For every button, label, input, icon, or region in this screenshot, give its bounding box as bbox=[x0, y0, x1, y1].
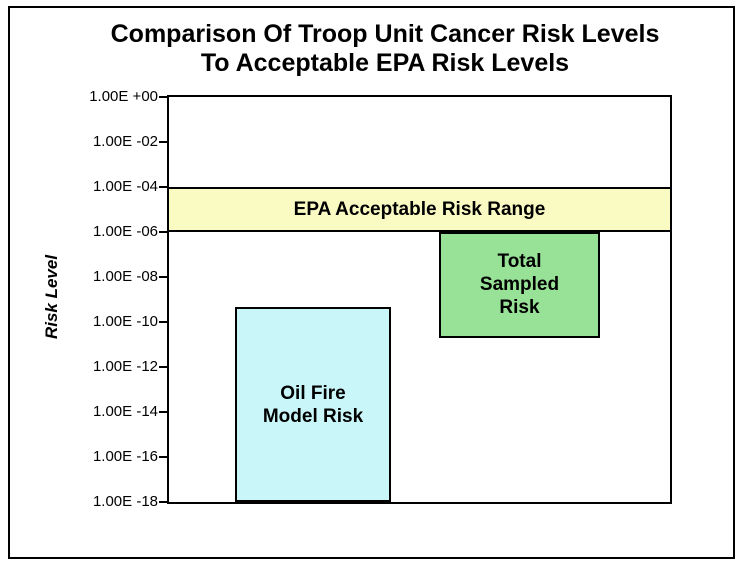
chart-title-line-1: Comparison Of Troop Unit Cancer Risk Lev… bbox=[110, 20, 660, 48]
y-tick-label: 1.00E -18 bbox=[92, 493, 158, 510]
bar-label-line: Total bbox=[497, 251, 542, 273]
y-tick-label: 1.00E -10 bbox=[92, 313, 158, 330]
chart-title: Comparison Of Troop Unit Cancer Risk Lev… bbox=[30, 20, 740, 78]
y-tick-mark bbox=[159, 366, 168, 368]
y-tick-label: 1.00E +00 bbox=[89, 88, 158, 105]
chart-title-line-2: To Acceptable EPA Risk Levels bbox=[200, 49, 570, 77]
bar-label-line: Model Risk bbox=[262, 405, 364, 427]
y-tick-label: 1.00E -12 bbox=[92, 358, 158, 375]
epa-band: EPA Acceptable Risk Range bbox=[169, 187, 670, 232]
y-tick-mark bbox=[159, 186, 168, 188]
plot-area: EPA Acceptable Risk Range Oil Fire Model… bbox=[167, 95, 672, 504]
bar-total-sampled-risk: Total Sampled Risk bbox=[439, 232, 600, 338]
y-tick-label: 1.00E -02 bbox=[92, 133, 158, 150]
y-tick-mark bbox=[159, 231, 168, 233]
y-tick-mark bbox=[159, 96, 168, 98]
bar-label-line: Risk bbox=[499, 297, 540, 319]
y-tick-label: 1.00E -16 bbox=[92, 448, 158, 465]
y-tick-mark bbox=[159, 321, 168, 323]
y-tick-label: 1.00E -06 bbox=[92, 223, 158, 240]
bar-oil-fire-model-risk: Oil Fire Model Risk bbox=[235, 307, 391, 502]
y-tick-mark bbox=[159, 411, 168, 413]
y-tick-mark bbox=[159, 501, 168, 503]
y-tick-label: 1.00E -04 bbox=[92, 178, 158, 195]
y-tick-mark bbox=[159, 276, 168, 278]
y-tick-label: 1.00E -14 bbox=[92, 403, 158, 420]
y-tick-mark bbox=[159, 456, 168, 458]
epa-band-label: EPA Acceptable Risk Range bbox=[293, 198, 546, 220]
y-tick-mark bbox=[159, 141, 168, 143]
bar-label-line: Oil Fire bbox=[280, 382, 346, 404]
bar-label-line: Sampled bbox=[479, 274, 560, 296]
y-tick-label: 1.00E -08 bbox=[92, 268, 158, 285]
